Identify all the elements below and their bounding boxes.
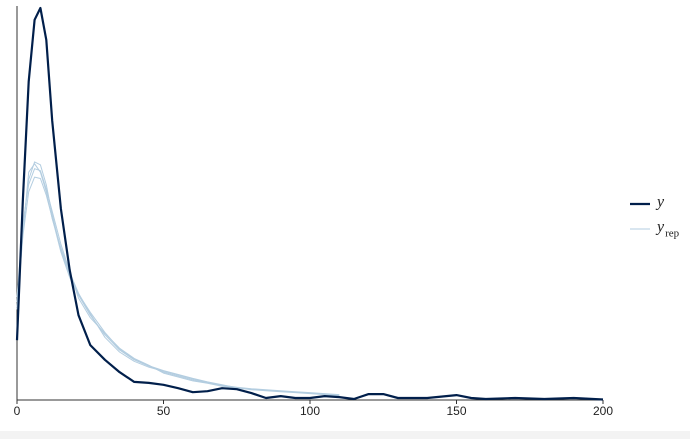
yrep-line [16,161,340,396]
x-tick-label: 50 [157,404,171,418]
legend-label: y [655,219,665,236]
legend-label: y [655,194,665,211]
x-tick-label: 100 [300,404,320,418]
bottom-strip [0,431,690,439]
x-tick-label: 200 [593,404,613,418]
yrep-line [16,163,340,396]
x-tick-label: 0 [14,404,21,418]
yrep-line [16,176,340,396]
x-tick-label: 150 [446,404,466,418]
y-line [15,6,604,401]
legend-subscript: rep [665,228,680,240]
yrep-line [16,168,340,397]
